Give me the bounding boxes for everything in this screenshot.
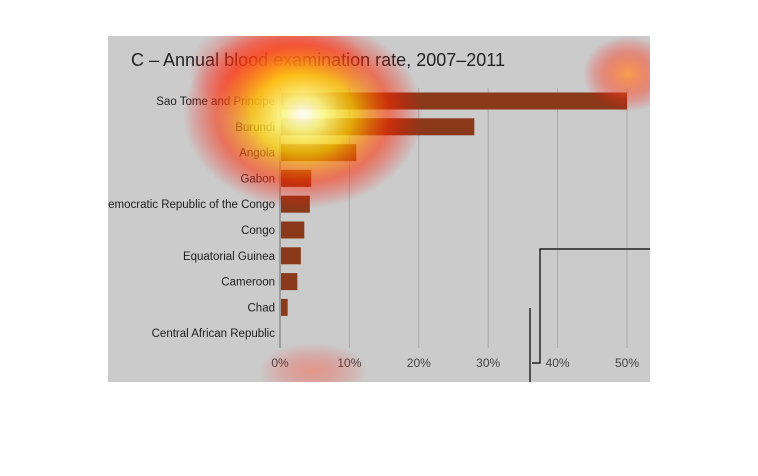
heatmap-blob-main xyxy=(183,36,423,209)
x-tick-label: 40% xyxy=(546,356,570,370)
bar-chart: C – Annual blood examination rate, 2007–… xyxy=(108,36,650,382)
annotation-line-step xyxy=(532,248,650,364)
annotation-lines xyxy=(529,248,650,382)
category-label: Central African Republic xyxy=(152,328,276,340)
bar xyxy=(281,221,305,239)
x-tick-label: 20% xyxy=(407,356,431,370)
category-label: Cameroon xyxy=(221,277,275,289)
x-tick-label: 30% xyxy=(476,356,500,370)
heatmap-overlay xyxy=(183,36,650,382)
bar xyxy=(281,273,298,291)
heatmap-blob-corner xyxy=(583,36,650,112)
category-label: Equatorial Guinea xyxy=(183,251,276,263)
category-label: Democratic Republic of the Congo xyxy=(108,199,275,211)
bar xyxy=(281,247,301,265)
bar xyxy=(281,298,288,316)
gridlines xyxy=(279,88,628,348)
category-label: Congo xyxy=(241,225,275,237)
heatmap-blob-axis xyxy=(258,343,368,382)
chart-panel: C – Annual blood examination rate, 2007–… xyxy=(108,36,650,382)
category-label: Chad xyxy=(248,302,276,314)
x-tick-label: 50% xyxy=(615,356,639,370)
